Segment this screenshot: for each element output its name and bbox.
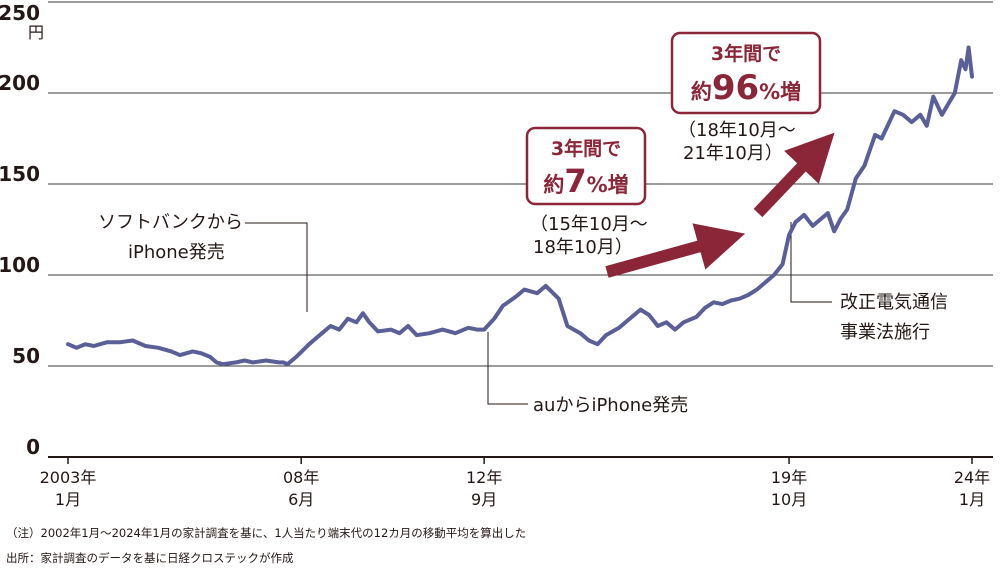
softbank-label-line2: iPhone発売 (128, 242, 225, 263)
au-label: auからiPhone発売 (533, 395, 688, 416)
callout1-value: 約7%増 (543, 162, 628, 200)
callout1-period-line1: （15年10月〜 (530, 214, 648, 235)
callout-box-2: 3年間で 約96%増 (670, 31, 822, 115)
growth-arrow-2 (753, 132, 835, 218)
x-axis-ticks: 2003年 1月 08年 6月 12年 9月 19年 10月 24年 1月 (40, 457, 990, 509)
softbank-leader-line (245, 222, 308, 312)
series-line (66, 45, 974, 367)
y-tick-label: 200 (0, 71, 40, 95)
callout2-num: 96 (712, 68, 759, 108)
footnote: （注）2002年1月〜2024年1月の家計調査を基に、1人当たり端末代の12カ月… (6, 526, 526, 540)
callout1-num: 7 (564, 162, 586, 200)
source-note: 出所：家計調査のデータを基に日経クロステックが作成 (6, 551, 294, 565)
growth-arrow-1 (605, 223, 746, 278)
law-label-line1: 改正電気通信 (840, 292, 948, 313)
callout2-line1: 3年間で (711, 42, 781, 65)
x-tick-label: 12年 (466, 468, 502, 487)
callout2-value: 約96%増 (691, 68, 801, 108)
y-tick-label: 100 (0, 253, 40, 277)
softbank-label-line1: ソフトバンクから (98, 212, 243, 233)
x-tick-label: 19年 (771, 468, 807, 487)
y-tick-label: 50 (12, 344, 40, 368)
x-tick-label: 1月 (959, 490, 985, 509)
x-tick-label: 6月 (288, 490, 314, 509)
callout2-period-line2: 21年10月） (683, 143, 783, 164)
callout2-period-line1: （18年10月〜 (678, 120, 796, 141)
y-axis-ticks: 0 50 100 150 200 250 (0, 1, 40, 459)
x-tick-label: 2003年 (40, 468, 97, 487)
callout1-period-line2: 18年10月） (533, 237, 633, 258)
callout1-line1: 3年間で (551, 137, 621, 160)
x-tick-label: 08年 (283, 468, 319, 487)
law-leader-line (790, 222, 832, 303)
law-label-line2: 事業法施行 (840, 322, 930, 343)
au-leader-line (487, 332, 528, 405)
callout1-pre: 約 (543, 173, 564, 197)
x-tick-label: 24年 (954, 468, 990, 487)
y-tick-label: 250 (0, 1, 40, 25)
callout2-pre: 約 (691, 80, 712, 104)
y-axis-unit: 円 (28, 23, 44, 42)
x-tick-label: 9月 (471, 490, 497, 509)
y-tick-label: 0 (26, 435, 40, 459)
x-tick-label: 10月 (771, 490, 807, 509)
callout1-post: %増 (587, 173, 629, 197)
grid-lines (48, 1, 993, 458)
callout-box-1: 3年間で 約7%増 (525, 126, 647, 206)
callout2-post: %増 (759, 80, 801, 104)
y-tick-label: 150 (0, 162, 40, 186)
x-tick-label: 1月 (55, 490, 81, 509)
